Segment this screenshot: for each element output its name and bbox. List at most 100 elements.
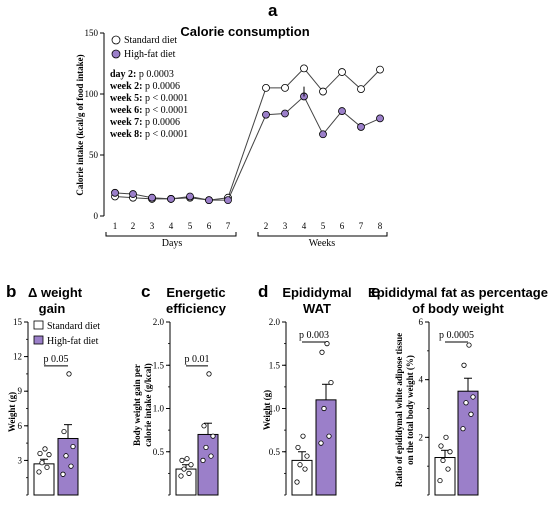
panel-e-ylabel-line2: on the total body weight (%): [405, 355, 415, 465]
individual-point: [178, 473, 184, 479]
panel-c-y-tick-label: 2.0: [153, 317, 165, 327]
panel-a-group-days: Days: [162, 238, 183, 249]
legend-marker-standard: [111, 35, 121, 45]
panel-a-ylabel: Calorie intake (kcal/g of food intake): [75, 54, 85, 195]
individual-point: [461, 362, 467, 368]
individual-point: [468, 411, 474, 417]
individual-point: [440, 457, 446, 463]
stat-row: week 8: p < 0.0001: [110, 129, 188, 140]
panel-a-days-bracket: [105, 232, 237, 237]
data-point-high-fat: [205, 196, 213, 205]
panel-a-x-tick-label: 5: [188, 221, 193, 231]
panel-e-ylabel-line1: Ratio of epididymal white adipose tissue: [394, 333, 404, 487]
individual-point: [466, 342, 472, 348]
panel-b-y-tick-label: 12: [13, 352, 22, 362]
individual-point: [304, 453, 310, 459]
individual-point: [208, 453, 214, 459]
individual-point: [321, 405, 327, 412]
panel-d-title-line2: WAT: [303, 301, 331, 316]
data-point-standard: [262, 84, 270, 92]
bar-standard: [175, 468, 197, 496]
individual-point: [44, 464, 50, 470]
panel-a-x-tick-label: 4: [302, 221, 307, 231]
individual-point: [210, 433, 216, 439]
panel-c-title-line2: efficiency: [166, 301, 227, 316]
panel-e-y-tick-label: 6: [419, 317, 424, 327]
individual-point: [201, 423, 207, 429]
individual-point: [46, 452, 52, 458]
panel-a-x-tick-label: 3: [150, 221, 155, 231]
legend-swatch-standard: [33, 320, 44, 330]
panel-b-y-tick-label: 9: [18, 386, 23, 396]
data-point-high-fat: [357, 123, 365, 131]
data-point-high-fat: [111, 188, 119, 197]
individual-point: [445, 466, 451, 472]
individual-point: [184, 456, 190, 462]
legend-label-highfat: High-fat diet: [124, 49, 176, 60]
panel-c-y-tick-label: 0.5: [153, 447, 165, 457]
individual-point: [443, 434, 449, 440]
individual-point: [300, 433, 306, 439]
panel-a-stats: day 2: p 0.0003 week 2: p 0.0006 week 5:…: [110, 69, 188, 140]
panel-a-title: Calorie consumption: [180, 24, 309, 39]
panel-a-weeks-bracket: [257, 232, 388, 237]
individual-point: [302, 466, 308, 472]
panel-b-ylabel: Weight (g): [7, 392, 17, 432]
panel-c-ylabel-line2: calorie intake (g/kcal): [143, 363, 153, 446]
data-point-standard: [376, 65, 384, 74]
individual-point: [460, 426, 466, 432]
bar-high-fat: [315, 399, 337, 496]
individual-point: [70, 443, 76, 450]
panel-d-title-line1: Epididymal: [282, 285, 351, 300]
bar-high-fat: [197, 433, 219, 496]
individual-point: [324, 341, 330, 347]
individual-point: [61, 428, 67, 435]
panel-a-x-tick-label: 5: [321, 221, 326, 231]
panel-d-pvalue: p 0.003: [299, 330, 329, 341]
data-point-high-fat: [376, 114, 384, 123]
individual-point: [203, 444, 209, 451]
panel-b-y-tick-label: 3: [18, 455, 23, 465]
panel-a-x-tick-label: 4: [169, 221, 174, 231]
data-point-standard: [300, 64, 308, 73]
individual-point: [39, 460, 45, 466]
individual-point: [438, 443, 444, 449]
panel-c-title-line1: Energetic: [166, 285, 225, 300]
panel-e-pvalue: p 0.0005: [439, 330, 474, 341]
panel-a-y-tick-label: 0: [94, 211, 99, 221]
individual-point: [297, 462, 303, 468]
individual-point: [186, 470, 192, 476]
individual-point: [319, 349, 325, 355]
data-point-high-fat: [186, 192, 194, 201]
bar-standard: [33, 463, 55, 496]
panel-letter-b: b: [6, 282, 16, 301]
individual-point: [328, 379, 334, 386]
data-point-high-fat: [129, 190, 137, 198]
stat-row: week 6: p < 0.0001: [110, 105, 188, 116]
individual-point: [66, 371, 72, 377]
panel-a-x-tick-label: 7: [226, 221, 231, 231]
data-point-standard: [281, 84, 289, 92]
panel-c-ylabel-line1: Body weight gain per: [132, 364, 142, 446]
panel-b-title-line1: Δ weight: [28, 285, 83, 300]
individual-point: [68, 463, 74, 469]
panel-b-y-tick-label: 15: [13, 317, 23, 327]
legend-swatch-highfat: [33, 335, 44, 345]
panel-d-ylabel: Weight (g): [262, 390, 272, 430]
data-point-high-fat: [338, 107, 346, 115]
panel-d-y-tick-label: 1.5: [269, 360, 281, 370]
panel-d-y-tick-label: 2.0: [269, 317, 281, 327]
legend-marker-highfat: [111, 49, 121, 59]
panel-e-y-tick-label: 2: [419, 432, 424, 442]
data-point-high-fat: [167, 195, 175, 203]
panel-c-y-tick-label: 1.5: [153, 360, 165, 370]
panel-a-x-tick-label: 3: [283, 221, 288, 231]
legend-label-standard: Standard diet: [47, 321, 100, 332]
bar-standard: [434, 457, 456, 496]
panel-a-x-tick-label: 7: [359, 221, 364, 231]
individual-point: [42, 446, 48, 452]
panel-letter-d: d: [258, 282, 268, 301]
panel-a-y-tick-label: 100: [85, 89, 99, 99]
